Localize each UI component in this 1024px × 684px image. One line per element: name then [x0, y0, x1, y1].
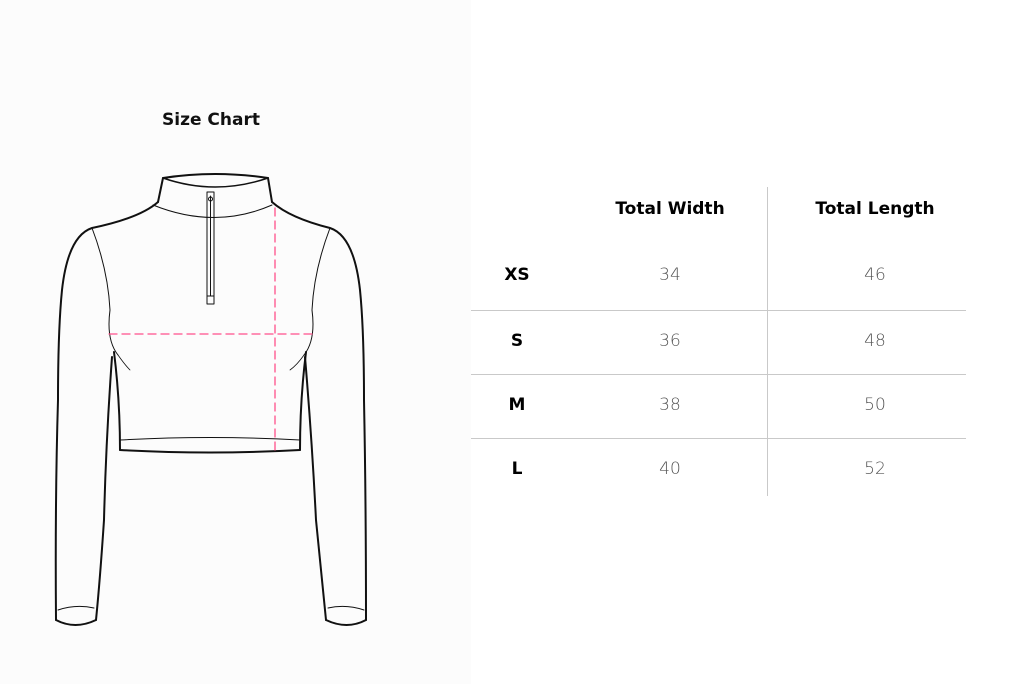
header-total-width: Total Width	[615, 199, 725, 219]
length-value: 50	[864, 395, 886, 415]
width-value: 40	[659, 459, 681, 479]
size-label: L	[511, 459, 523, 479]
shirt-diagram	[54, 173, 367, 626]
row-divider	[471, 310, 966, 311]
row-divider	[471, 374, 966, 375]
illustration-panel	[0, 0, 471, 684]
zipper	[206, 191, 215, 305]
page-title: Size Chart	[162, 110, 260, 130]
shirt-outline	[54, 173, 367, 626]
length-value: 48	[864, 331, 886, 351]
row-divider	[471, 438, 966, 439]
measurement-lines	[108, 207, 314, 453]
header-total-length: Total Length	[815, 199, 935, 219]
size-label: M	[508, 395, 526, 415]
width-value: 34	[659, 265, 681, 285]
size-label: S	[510, 331, 524, 351]
size-label: XS	[504, 265, 530, 285]
width-value: 38	[659, 395, 681, 415]
width-value: 36	[659, 331, 681, 351]
length-value: 52	[864, 459, 886, 479]
length-value: 46	[864, 265, 886, 285]
column-divider	[767, 187, 768, 496]
